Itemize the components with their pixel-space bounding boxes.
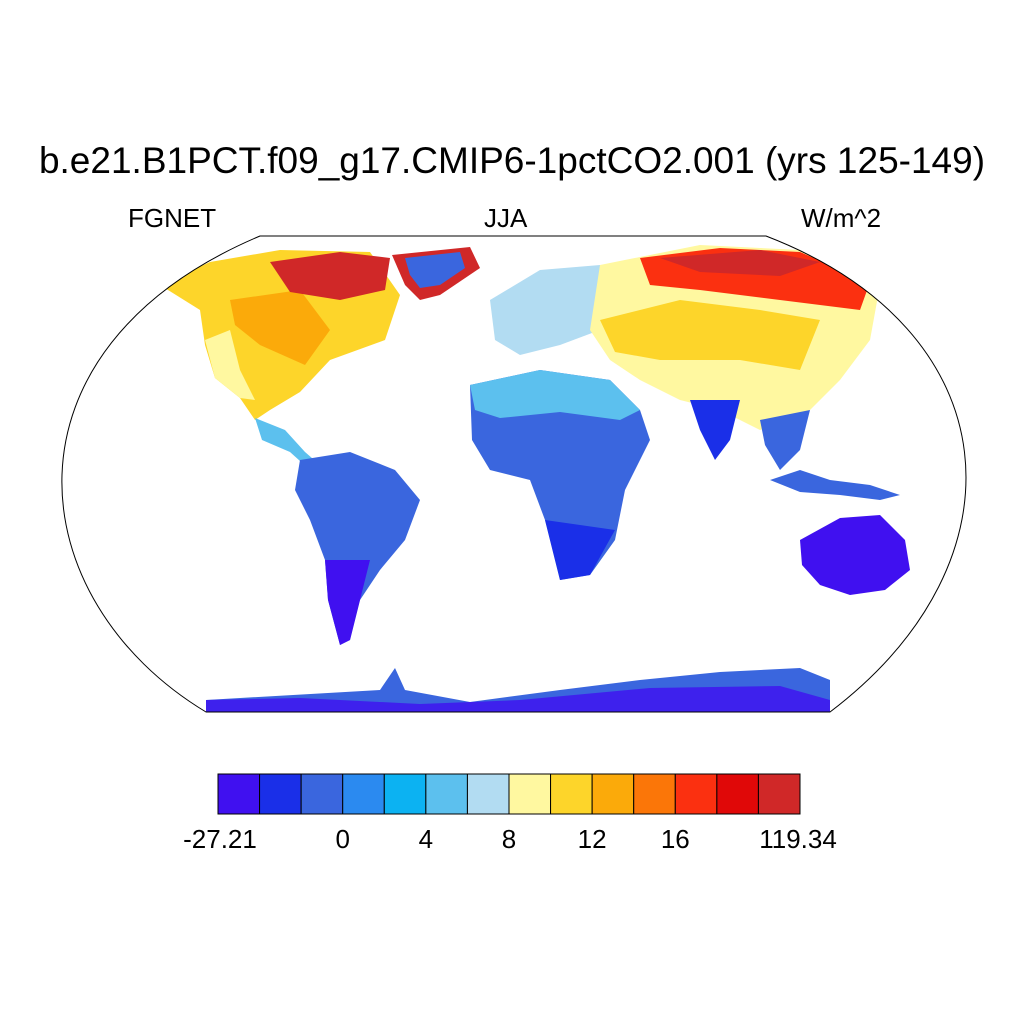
antarctica-coast [206,686,830,712]
colorbar-tick-label: 0 [335,824,350,854]
season-label: JJA [484,203,528,233]
colorbar-tick-label: 8 [501,824,517,854]
colorbar-tick-label: 119.34 [759,824,837,854]
colorbar-box [674,773,718,815]
map-title: b.e21.B1PCT.f09_g17.CMIP6-1pctCO2.001 (y… [38,140,986,181]
map-outline [61,235,967,713]
colorbar-box [342,773,385,815]
colorbar-box [383,773,427,815]
colorbar-tick-label: 4 [418,824,434,854]
colorbar-box [425,773,468,815]
africa [470,370,650,580]
canada-arctic [270,252,390,300]
colorbar-tick-label: -27.21 [183,824,257,854]
central-america [255,418,320,470]
colorbar-tick-label: 16 [660,824,690,854]
colorbar-box [633,773,676,815]
australia [800,515,910,595]
units-label: W/m^2 [801,203,882,233]
colorbar-box [550,773,593,815]
north-america-west [205,330,255,400]
colorbar-box [466,773,510,815]
colorbar-box [591,773,635,815]
colorbar-box [300,773,344,815]
europe [490,265,620,355]
greenland-ice [405,252,465,288]
siberia-north [660,250,820,276]
africa-sahara [470,370,640,420]
colorbar-box [217,773,261,815]
south-america [295,452,420,645]
north-america-hot [230,290,330,365]
colorbar-box [716,773,759,815]
colorbar-box [259,773,302,815]
asia-middle [600,300,820,370]
africa-south [545,520,615,580]
colorbar-box [508,773,552,815]
indonesia [770,470,900,500]
variable-label: FGNET [128,203,217,233]
colorbar-tick-label: 12 [577,824,607,854]
india [690,400,740,460]
southeast-asia [760,410,810,470]
south-america-south [325,560,370,645]
colorbar-box [757,773,801,815]
